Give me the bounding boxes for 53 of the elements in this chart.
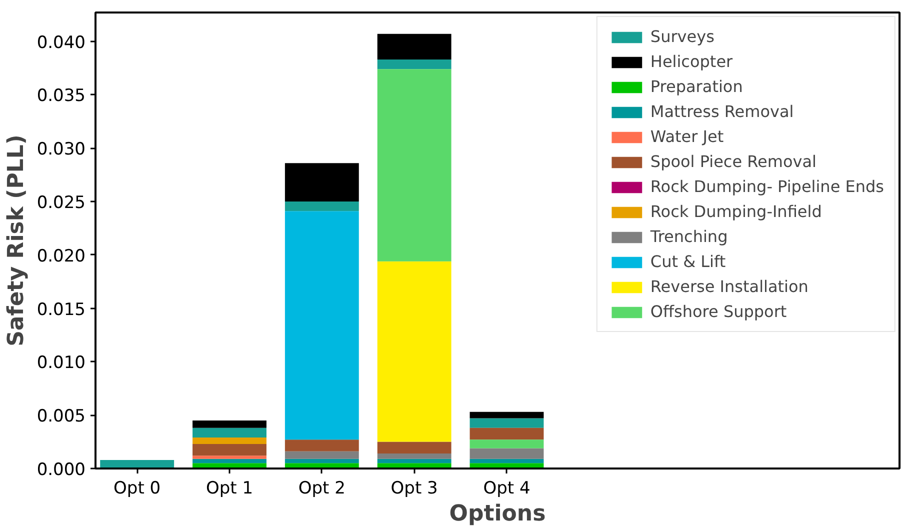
bar	[192, 444, 266, 456]
bar	[377, 34, 452, 60]
bar	[192, 458, 266, 464]
bar	[377, 454, 452, 459]
bar	[284, 211, 359, 440]
legend-label: Reverse Installation	[650, 277, 808, 296]
bar	[377, 59, 452, 70]
bar	[284, 451, 359, 459]
y-axis-title: Safety Risk (PLL)	[4, 134, 29, 346]
bar	[470, 448, 544, 459]
bar	[377, 458, 452, 464]
y-tick-label: 0.015	[36, 300, 86, 320]
y-tick-label: 0.025	[36, 193, 86, 214]
bar	[470, 412, 544, 418]
bar	[470, 458, 544, 464]
y-tick-label: 0.020	[36, 246, 86, 266]
bar	[192, 456, 266, 459]
y-tick-label: 0.030	[36, 140, 86, 160]
bar	[284, 440, 359, 452]
legend-label: Mattress Removal	[650, 102, 794, 121]
y-tick-label: 0.005	[36, 406, 86, 427]
legend-label: Offshore Support	[650, 302, 787, 321]
x-tick-label: Opt 2	[298, 478, 346, 498]
legend-label: Spool Piece Removal	[650, 152, 816, 171]
legend-label: Cut & Lift	[650, 252, 726, 271]
y-tick-label: 0.010	[36, 353, 86, 374]
bar	[192, 438, 266, 444]
bar	[377, 261, 452, 442]
x-tick-label: Opt 1	[206, 478, 254, 498]
legend-label: Rock Dumping-Infield	[650, 202, 822, 221]
bar	[192, 420, 266, 428]
x-tick-label: Opt 3	[390, 478, 438, 498]
bar	[377, 69, 452, 262]
bar	[192, 428, 266, 438]
bar	[470, 440, 544, 448]
y-tick-label: 0.035	[36, 86, 86, 106]
bar	[377, 442, 452, 454]
legend-label: Rock Dumping- Pipeline Ends	[650, 177, 884, 196]
legend-label: Water Jet	[650, 127, 724, 146]
legend-label: Helicopter	[650, 52, 733, 71]
y-tick-label: 0.040	[36, 32, 86, 53]
legend-label: Surveys	[650, 27, 714, 46]
bar	[470, 418, 544, 428]
y-tick-label: 0.000	[36, 460, 86, 480]
bar	[284, 458, 359, 464]
x-axis-title: Options	[449, 502, 546, 526]
bar	[470, 428, 544, 440]
bar	[284, 202, 359, 212]
x-tick-label: Opt 4	[483, 478, 530, 498]
legend-label: Trenching	[650, 227, 728, 246]
x-tick-label: Opt 0	[114, 478, 161, 498]
bar	[284, 163, 359, 202]
legend-label: Preparation	[650, 77, 743, 96]
